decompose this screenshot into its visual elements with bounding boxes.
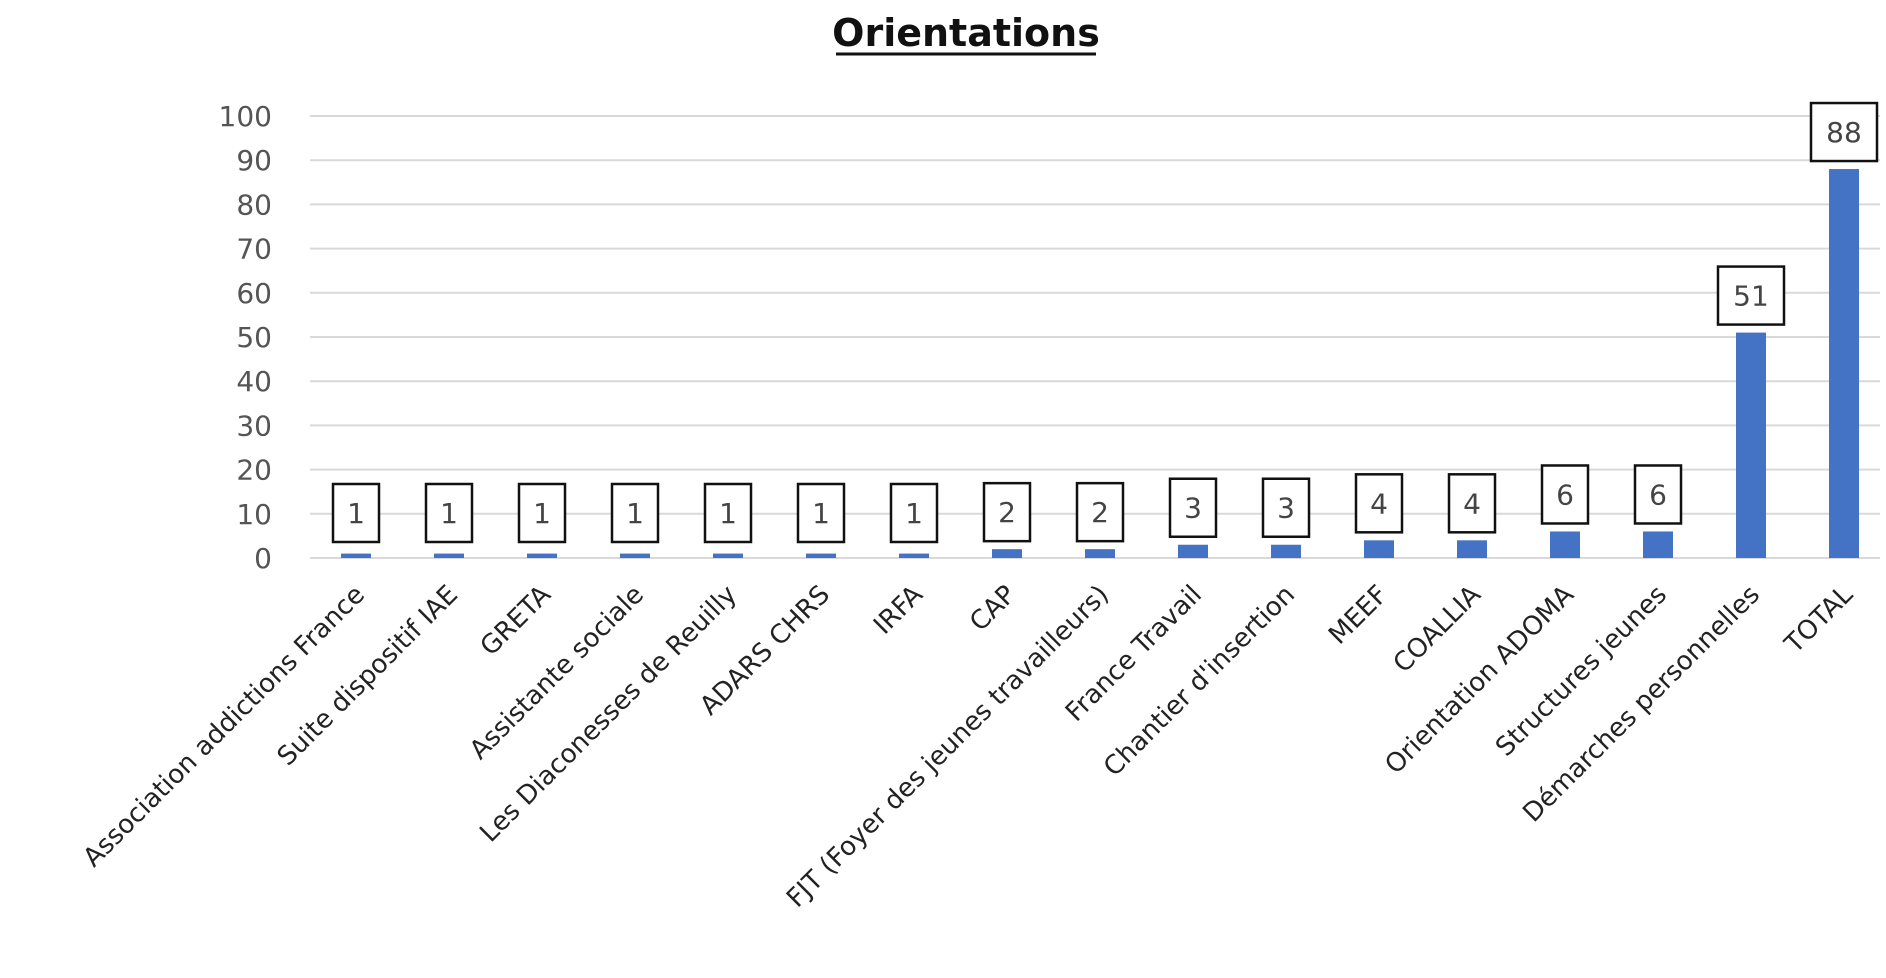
bar	[1643, 531, 1673, 558]
bar	[713, 553, 743, 558]
data-label-box	[424, 482, 474, 544]
data-label-box	[982, 481, 1032, 543]
data-label: 1	[440, 497, 458, 530]
data-label: 6	[1649, 478, 1667, 511]
data-label: 51	[1733, 280, 1769, 313]
y-tick-label: 30	[236, 409, 272, 442]
y-axis: 0 10 20 30 40 50 60 70 80 90 100	[219, 100, 272, 575]
x-tick-label: FJT (Foyer des jeunes travailleurs)	[781, 580, 1115, 914]
data-label-box	[1716, 265, 1786, 326]
x-tick-label: MEEF	[1323, 580, 1394, 651]
data-labels: 1 1 1 1 1 1 1 2 2 3 3 4 4 6 6 51 88	[331, 101, 1879, 544]
data-label-box	[703, 482, 753, 544]
gridlines	[310, 115, 1880, 559]
data-label-box	[1261, 477, 1311, 538]
data-label-box	[1168, 477, 1218, 538]
data-label-box	[1809, 101, 1879, 163]
bar	[1178, 544, 1208, 558]
x-tick-label: GRETA	[475, 580, 557, 662]
data-label-box	[517, 482, 567, 544]
x-tick-label: Chantier d'insertion	[1098, 580, 1301, 783]
data-label-box	[1354, 473, 1404, 534]
x-tick-label: COALLIA	[1388, 580, 1487, 679]
data-label-box	[610, 482, 660, 544]
data-label: 88	[1826, 116, 1862, 149]
bar	[620, 553, 650, 558]
data-label-box	[889, 482, 939, 544]
data-label: 2	[1091, 496, 1109, 529]
x-tick-label: Orientation ADOMA	[1379, 580, 1580, 781]
bar	[1364, 540, 1394, 558]
x-tick-label: Structures jeunes	[1490, 580, 1673, 763]
x-tick-label: CAP	[964, 580, 1022, 638]
data-label: 1	[626, 497, 644, 530]
y-tick-label: 60	[236, 277, 272, 310]
data-label: 1	[812, 497, 830, 530]
bars	[341, 169, 1859, 559]
y-tick-label: 80	[236, 188, 272, 221]
data-label: 6	[1556, 478, 1574, 511]
y-tick-label: 0	[254, 542, 272, 575]
y-tick-label: 20	[236, 454, 272, 487]
bar	[434, 553, 464, 558]
data-label: 4	[1463, 487, 1481, 520]
data-label: 4	[1370, 487, 1388, 520]
data-label-box	[1633, 464, 1683, 525]
bar	[1271, 544, 1301, 558]
data-label-box	[1447, 473, 1497, 534]
data-label: 1	[905, 497, 923, 530]
y-tick-label: 10	[236, 498, 272, 531]
data-label: 3	[1277, 492, 1295, 525]
bar	[341, 553, 371, 558]
data-label: 1	[719, 497, 737, 530]
y-tick-label: 90	[236, 144, 272, 177]
data-label-box	[1540, 464, 1590, 525]
data-label-box	[1075, 481, 1125, 543]
bar	[899, 553, 929, 558]
data-label-box	[796, 482, 846, 544]
x-tick-label: Suite dispositif IAE	[272, 580, 464, 772]
x-tick-label: IRFA	[868, 580, 929, 641]
x-tick-label: TOTAL	[1779, 579, 1860, 660]
y-tick-label: 70	[236, 233, 272, 266]
bar	[1457, 540, 1487, 558]
data-label: 3	[1184, 492, 1202, 525]
data-label: 1	[347, 497, 365, 530]
bar	[527, 553, 557, 558]
chart-title: Orientations	[832, 11, 1100, 55]
data-label-box	[331, 482, 381, 544]
bar	[1085, 549, 1115, 558]
bar	[1550, 531, 1580, 558]
y-tick-label: 40	[236, 365, 272, 398]
bar	[1736, 332, 1766, 558]
data-label: 1	[533, 497, 551, 530]
bar	[806, 553, 836, 558]
y-tick-label: 50	[236, 321, 272, 354]
bar	[1829, 169, 1859, 559]
data-label: 2	[998, 496, 1016, 529]
y-tick-label: 100	[219, 100, 272, 133]
x-tick-label: Assistante sociale	[464, 580, 650, 766]
bar	[992, 549, 1022, 558]
